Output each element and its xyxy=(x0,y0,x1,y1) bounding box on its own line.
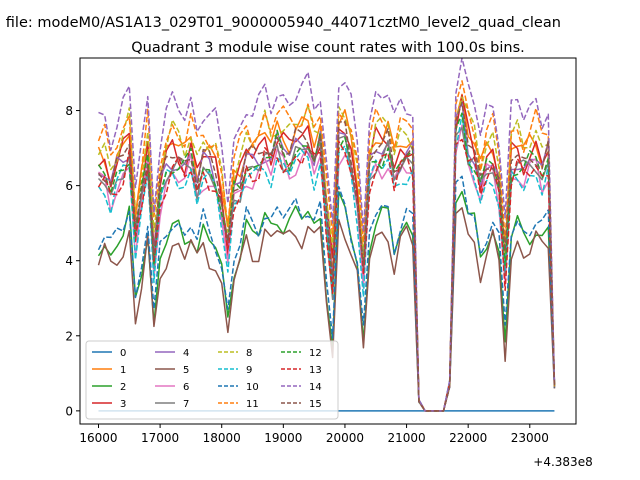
legend-label-12: 12 xyxy=(309,348,322,359)
legend-label-11: 11 xyxy=(246,399,259,410)
x-tick-label: 21000 xyxy=(387,431,425,445)
x-tick-label: 18000 xyxy=(203,431,241,445)
figure-suptitle: n file: modeM0/AS1A13_029T01_9000005940_… xyxy=(0,15,561,31)
x-tick-label: 19000 xyxy=(264,431,302,445)
x-tick-label: 16000 xyxy=(79,431,117,445)
y-tick-label: 8 xyxy=(65,104,73,118)
series-line-10 xyxy=(97,175,556,412)
legend-label-8: 8 xyxy=(246,348,252,359)
legend-label-7: 7 xyxy=(183,399,189,410)
x-axis-offset-label: +4.383e8 xyxy=(533,455,592,469)
legend-label-6: 6 xyxy=(183,382,189,393)
legend-label-4: 4 xyxy=(183,348,189,359)
legend-label-15: 15 xyxy=(309,399,322,410)
legend-label-3: 3 xyxy=(120,399,126,410)
y-tick-label: 4 xyxy=(65,254,73,268)
series-line-11 xyxy=(97,80,556,412)
series-line-15 xyxy=(97,101,556,412)
legend-label-1: 1 xyxy=(120,365,126,376)
x-tick-label: 23000 xyxy=(511,431,549,445)
series-line-5 xyxy=(97,207,556,412)
series-line-14 xyxy=(98,58,556,412)
legend-label-10: 10 xyxy=(246,382,259,393)
legend-label-5: 5 xyxy=(183,365,189,376)
legend-box xyxy=(85,340,339,420)
legend-label-9: 9 xyxy=(246,365,252,376)
x-tick-label: 17000 xyxy=(141,431,179,445)
series-line-8 xyxy=(97,96,556,412)
y-tick-label: 0 xyxy=(65,404,73,418)
chart-title: Quadrant 3 module wise count rates with … xyxy=(131,40,525,56)
legend-label-2: 2 xyxy=(120,382,126,393)
x-tick-label: 20000 xyxy=(326,431,364,445)
y-axis-ticks: 0 2 4 6 8 xyxy=(65,104,80,418)
series-layer xyxy=(97,58,556,412)
axes-frame xyxy=(79,57,577,425)
y-tick-label: 2 xyxy=(65,329,73,343)
x-axis-ticks: 16000 17000 18000 19000 20000 21000 22000 23000 xyxy=(79,424,549,445)
series-line-13 xyxy=(97,138,556,412)
y-tick-label: 6 xyxy=(65,179,73,193)
series-line-9 xyxy=(97,114,556,412)
legend-label-0: 0 xyxy=(120,348,126,359)
x-tick-label: 22000 xyxy=(449,431,487,445)
legend-label-14: 14 xyxy=(309,382,322,393)
legend-label-13: 13 xyxy=(309,365,322,376)
